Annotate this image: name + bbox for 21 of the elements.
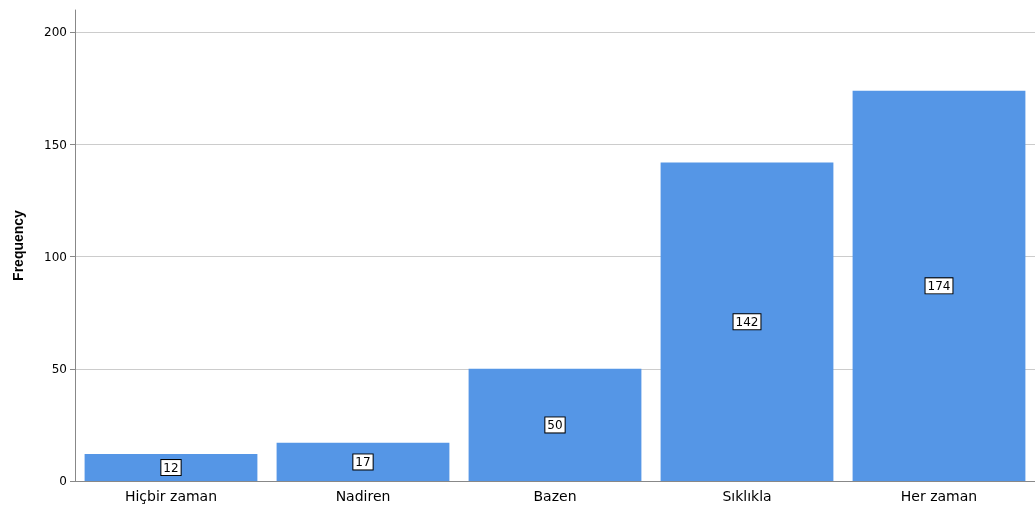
y-tick-label: 50 bbox=[51, 361, 67, 376]
data-label: 17 bbox=[355, 454, 371, 469]
y-tick-label: 0 bbox=[59, 474, 67, 488]
bar bbox=[468, 368, 642, 481]
x-tick-label: Hiçbir zaman bbox=[124, 488, 218, 504]
data-label: 50 bbox=[547, 417, 563, 432]
y-axis-title: Frequency bbox=[10, 209, 26, 281]
y-tick-label: 100 bbox=[44, 249, 67, 264]
bar bbox=[660, 162, 834, 481]
bar bbox=[852, 90, 1026, 481]
data-label: 12 bbox=[163, 460, 179, 475]
data-label: 142 bbox=[735, 314, 759, 329]
bar bbox=[276, 442, 450, 481]
data-label: 174 bbox=[927, 278, 951, 293]
x-tick-label: Nadiren bbox=[335, 488, 391, 504]
bar bbox=[84, 454, 258, 481]
x-tick-label: Her zaman bbox=[900, 488, 978, 504]
y-tick-label: 200 bbox=[44, 25, 67, 40]
y-tick-label: 150 bbox=[44, 137, 67, 152]
x-tick-label: Sıklıkla bbox=[722, 488, 772, 504]
x-tick-label: Bazen bbox=[533, 488, 577, 504]
